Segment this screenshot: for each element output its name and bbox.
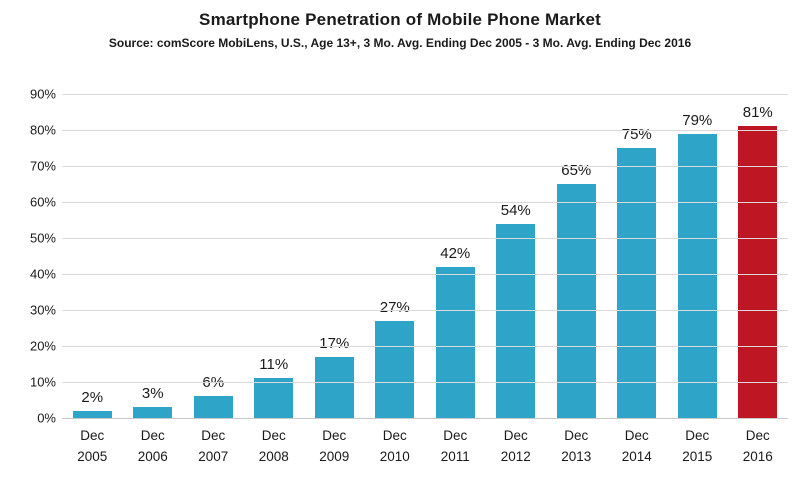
bars-container: 2% 3% 6% 11% 17% 27% 42% 54% 65% 75% 79% 81% [62,94,788,418]
y-tick-label: 0% [37,410,56,426]
gridline [62,130,788,131]
gridline [62,274,788,275]
bar-value-label: 54% [500,201,531,219]
x-tick-label: Dec 2009 [319,428,350,464]
x-tick-label: Dec 2005 [77,428,108,464]
y-tick-label: 20% [29,338,56,354]
bar [617,148,657,418]
x-tick-label: Dec 2007 [198,428,229,464]
bar-value-label: 81% [742,104,773,122]
bar-value-label: 17% [319,334,350,352]
x-tick-label: Dec 2015 [682,428,713,464]
x-tick-label: Dec 2012 [500,428,531,464]
bar-slot: 3% [123,94,184,418]
chart-title: Smartphone Penetration of Mobile Phone M… [199,10,601,29]
chart-subtitle: Source: comScore MobiLens, U.S., Age 13+… [108,36,692,50]
y-tick-label: 10% [29,374,56,390]
bar-value-label: 42% [440,244,471,262]
y-tick-label: 80% [29,122,56,138]
bar [72,410,112,418]
bar-value-label: 11% [259,356,289,374]
bar [133,407,173,418]
x-tick-label: Dec 2014 [621,428,652,464]
gridline [62,382,788,383]
bar-value-label: 27% [379,298,410,316]
bar-slot: 17% [304,94,365,418]
gridline [62,94,788,95]
y-tick-label: 50% [29,230,56,246]
bar [496,223,536,418]
bar-value-label: 2% [81,388,104,406]
bar [677,133,717,418]
plot-area: 2% 3% 6% 11% 17% 27% 42% 54% 65% 75% 79% 81% [62,94,788,419]
bar-slot: 27% [365,94,426,418]
bar-slot: 75% [607,94,668,418]
x-tick-label: Dec 2013 [561,428,592,464]
bar-slot: 79% [667,94,728,418]
bar-value-label: 79% [682,111,713,129]
bar-value-label: 75% [621,126,652,143]
gridline [62,166,788,167]
bar-slot: 42% [425,94,486,418]
gridline [62,202,788,203]
bar [254,378,294,418]
gridline [62,238,788,239]
x-tick-label: Dec 2011 [440,428,470,464]
y-tick-label: 30% [29,302,56,318]
bar [193,396,233,418]
bar-value-label: 65% [561,162,592,179]
y-tick-label: 70% [29,158,56,174]
x-axis-line [62,418,788,419]
bar [375,320,415,418]
y-tick-label: 60% [29,194,56,210]
bar [435,266,475,418]
bar-value-label: 3% [141,385,164,403]
x-tick-label: Dec 2016 [742,428,773,464]
bar-slot: 2% [62,94,123,418]
bar-slot: 11% [244,94,305,418]
bar-slot: 54% [486,94,547,418]
x-axis: Dec 2005 Dec 2006 Dec 2007 Dec 2008 Dec 2009… [62,426,788,468]
bar [556,184,596,418]
y-tick-label: 40% [29,266,56,282]
gridline [62,346,788,347]
bar-highlighted [738,126,778,418]
x-tick-label: Dec 2010 [379,428,410,464]
y-tick-label: 90% [29,86,56,102]
bar-slot: 6% [183,94,244,418]
x-tick-label: Dec 2006 [137,428,168,464]
bar-slot: 81% [728,94,789,418]
x-tick-label: Dec 2008 [258,428,289,464]
bar [314,356,354,418]
bar-slot: 65% [546,94,607,418]
gridline [62,310,788,311]
